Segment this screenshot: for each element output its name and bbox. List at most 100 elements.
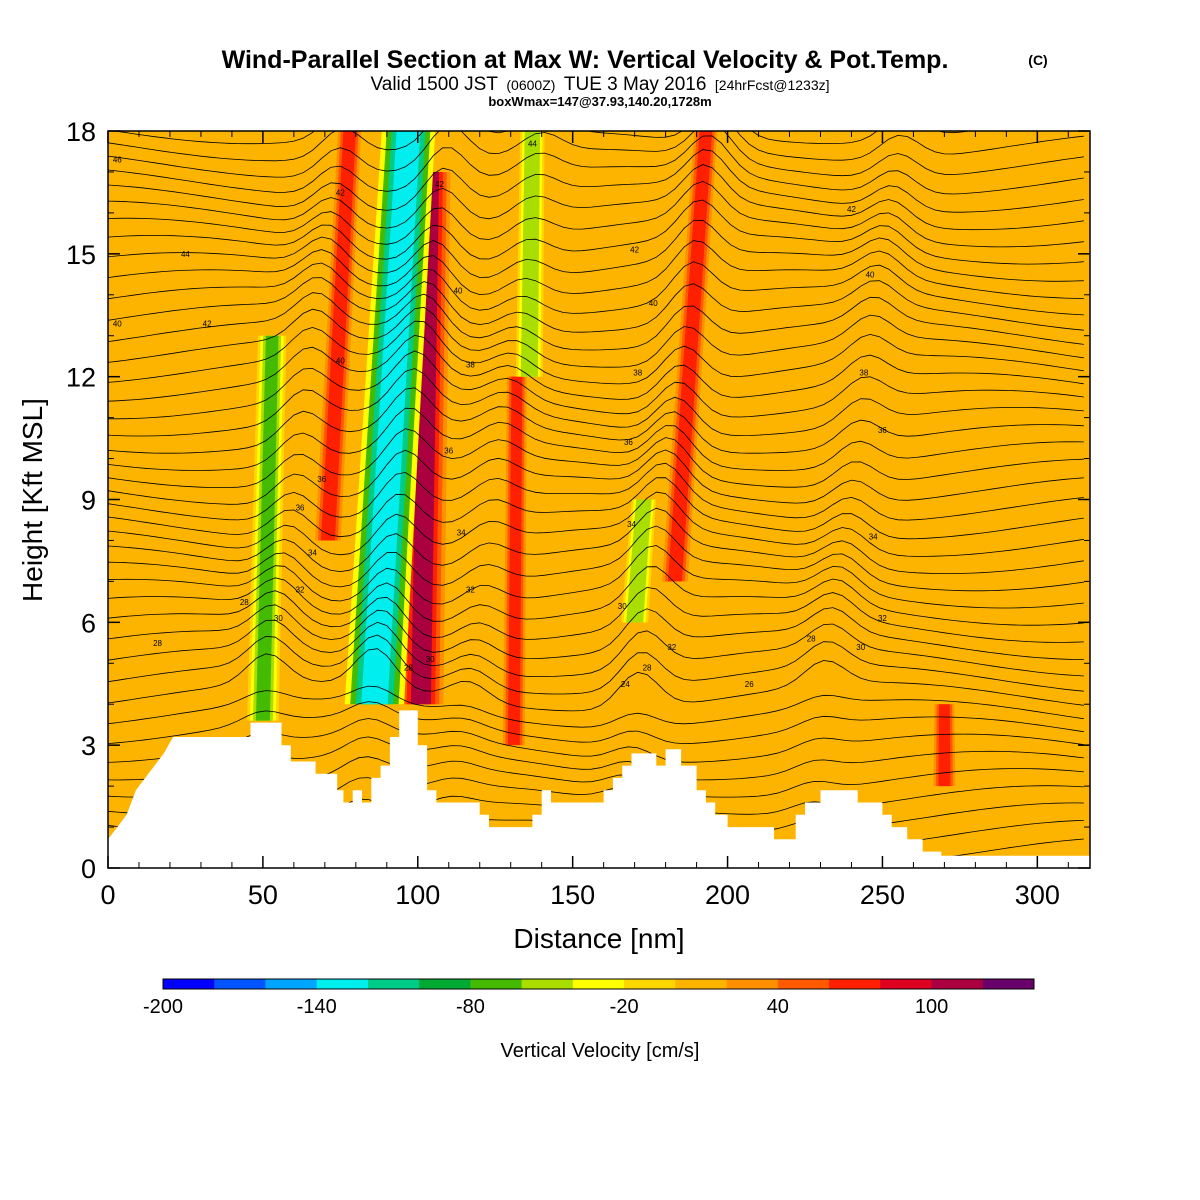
downdraft-1-level-3 bbox=[361, 131, 421, 705]
colorbar-swatch-7 bbox=[521, 979, 574, 989]
theta-isentrope-15 bbox=[108, 545, 1084, 609]
colorbar-swatch-3 bbox=[316, 979, 369, 989]
theta-isentrope-35 bbox=[108, 199, 1084, 265]
theta-label-33: 30 bbox=[856, 643, 865, 652]
valid-prefix: Valid 1500 JST bbox=[370, 74, 498, 95]
theta-label-27: 28 bbox=[404, 663, 413, 672]
downdraft-3-level-3 bbox=[628, 499, 650, 623]
colorbar-swatch-15 bbox=[931, 979, 984, 989]
valid-zulu: (0600Z) bbox=[506, 77, 555, 93]
y-tick-label-3: 9 bbox=[81, 486, 96, 516]
terrain bbox=[108, 710, 1090, 868]
colorbar-frame bbox=[162, 978, 1035, 990]
colorbar-swatch-9 bbox=[624, 979, 676, 989]
colorbar-swatch-13 bbox=[829, 979, 881, 989]
updraft-2-level-3 bbox=[507, 376, 523, 746]
theta-isentrope-9 bbox=[108, 648, 1084, 712]
theta-label-29: 28 bbox=[643, 663, 652, 672]
updraft-3-level-3 bbox=[667, 131, 713, 582]
theta-label-23: 30 bbox=[274, 614, 283, 623]
y-tick-label-0: 0 bbox=[81, 854, 96, 884]
colorbar-swatch-10 bbox=[675, 979, 728, 989]
colorbar-tick-label-3: -20 bbox=[610, 996, 639, 1018]
colorbar-tick-label-2: -80 bbox=[456, 996, 485, 1018]
theta-label-5: 42 bbox=[435, 180, 444, 189]
plot-area: 46 44 40 42 42 42 44 40 38 40 42 40 38 36 36 36 36 34 34 34… bbox=[108, 131, 1090, 868]
y-tick-label-4: 12 bbox=[66, 363, 96, 393]
x-tick-label-0: 0 bbox=[100, 880, 115, 910]
theta-isentrope-8 bbox=[108, 685, 1084, 728]
colorbar-swatch-12 bbox=[777, 979, 830, 989]
updraft-0-level-3 bbox=[320, 131, 356, 541]
colorbar-swatch-1 bbox=[214, 979, 266, 989]
colorbar-swatch-0 bbox=[163, 979, 215, 989]
theta-label-26: 30 bbox=[426, 655, 435, 664]
colorbar-swatch-4 bbox=[367, 979, 420, 989]
theta-isentrope-33 bbox=[108, 240, 1084, 299]
theta-isentrope-25 bbox=[108, 368, 1084, 437]
theta-label-37: 38 bbox=[859, 369, 868, 378]
colorbar-tick-label-1: -140 bbox=[297, 996, 337, 1018]
theta-isentrope-20 bbox=[108, 462, 1084, 521]
theta-label-14: 36 bbox=[444, 446, 453, 455]
theta-label-13: 36 bbox=[624, 438, 633, 447]
theta-label-22: 28 bbox=[240, 598, 249, 607]
x-tick-label-5: 250 bbox=[860, 880, 905, 910]
theta-isentrope-41 bbox=[108, 131, 1084, 162]
theta-isentrope-10 bbox=[108, 634, 1084, 695]
colorbar-tick-label-0: -200 bbox=[143, 996, 183, 1018]
colorbar-swatch-2 bbox=[265, 979, 318, 989]
theta-isentrope-31 bbox=[108, 277, 1084, 333]
colorbar-swatch-11 bbox=[726, 979, 779, 989]
theta-isentrope-19 bbox=[108, 477, 1084, 540]
chart-title: Wind-Parallel Section at Max W: Vertical… bbox=[222, 46, 949, 74]
theta-label-24: 30 bbox=[618, 602, 627, 611]
theta-isentrope-30 bbox=[108, 292, 1084, 351]
theta-label-11: 40 bbox=[649, 299, 658, 308]
theta-label-36: 36 bbox=[878, 426, 887, 435]
theta-label-8: 38 bbox=[466, 360, 475, 369]
theta-label-17: 34 bbox=[308, 549, 317, 558]
theta-contours bbox=[108, 131, 1084, 866]
x-tick-label-4: 200 bbox=[705, 880, 750, 910]
theta-isentrope-38 bbox=[108, 149, 1084, 213]
x-tick-label-2: 100 bbox=[395, 880, 440, 910]
x-axis-label: Distance [nm] bbox=[513, 923, 684, 954]
theta-isentrope-13 bbox=[108, 586, 1084, 643]
downdraft-0-level-3 bbox=[255, 335, 279, 721]
theta-label-21: 32 bbox=[466, 586, 475, 595]
y-tick-label-2: 6 bbox=[81, 608, 96, 638]
colorbar-swatch-6 bbox=[470, 979, 523, 989]
theta-isentrope-7 bbox=[108, 701, 1084, 745]
theta-isentrope-32 bbox=[108, 261, 1084, 316]
theta-isentrope-40 bbox=[108, 131, 1084, 178]
colorbar-swatch-5 bbox=[419, 979, 471, 989]
theta-label-38: 40 bbox=[866, 270, 875, 279]
downdraft-2-level-3 bbox=[523, 131, 538, 377]
theta-label-18: 34 bbox=[457, 528, 466, 537]
copyright-label: (C) bbox=[1028, 52, 1047, 68]
theta-isentrope-27 bbox=[108, 334, 1084, 402]
theta-label-4: 42 bbox=[336, 188, 345, 197]
theta-label-30: 24 bbox=[621, 680, 630, 689]
colorbar-label: Vertical Velocity [cm/s] bbox=[501, 1040, 700, 1062]
x-tick-label-1: 50 bbox=[248, 880, 278, 910]
theta-label-2: 40 bbox=[113, 319, 122, 328]
x-tick-label-3: 150 bbox=[550, 880, 595, 910]
theta-isentrope-21 bbox=[108, 449, 1084, 505]
theta-label-6: 44 bbox=[528, 139, 537, 148]
colorbar-swatch-14 bbox=[880, 979, 933, 989]
velocity-field bbox=[247, 131, 958, 787]
theta-label-25: 28 bbox=[153, 639, 162, 648]
theta-label-19: 34 bbox=[627, 520, 636, 529]
theta-isentrope-23 bbox=[108, 407, 1084, 471]
theta-isentrope-28 bbox=[108, 320, 1084, 385]
theta-isentrope-29 bbox=[108, 306, 1084, 368]
theta-label-12: 38 bbox=[633, 369, 642, 378]
y-tick-label-1: 3 bbox=[81, 731, 96, 761]
forecast-label: [24hrFcst@1233z] bbox=[715, 77, 830, 93]
theta-isentrope-16 bbox=[108, 525, 1084, 592]
theta-isentrope-39 bbox=[108, 135, 1084, 195]
